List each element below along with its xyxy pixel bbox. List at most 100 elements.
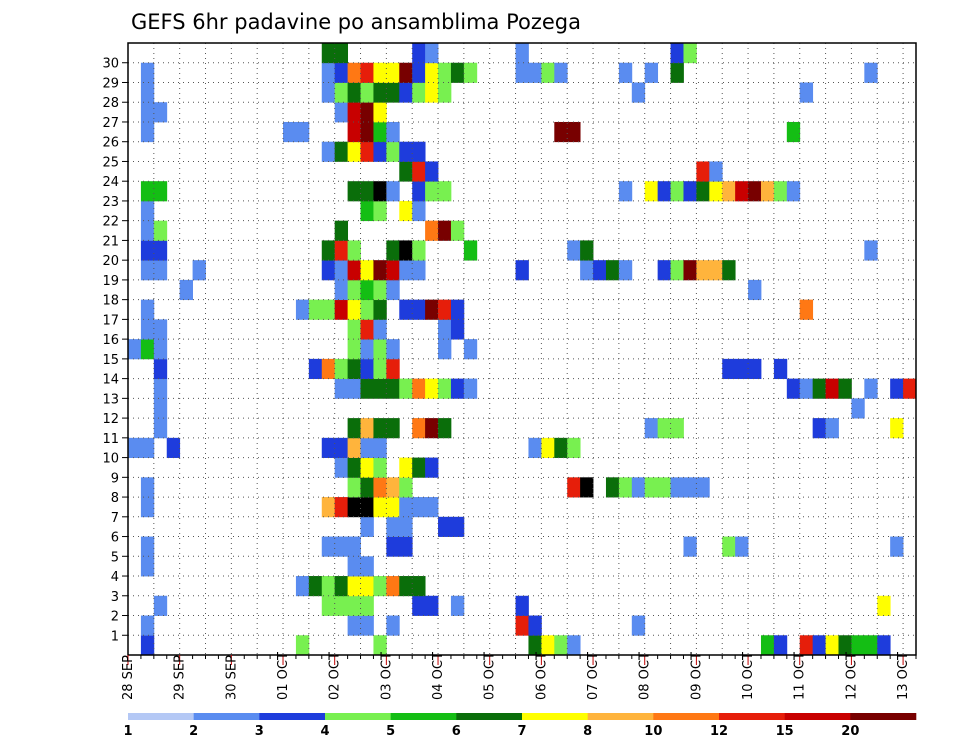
y-tick-label: 25 bbox=[102, 155, 119, 170]
heatmap-cell bbox=[709, 181, 723, 202]
heatmap-cell bbox=[683, 477, 697, 498]
heatmap-cell bbox=[425, 299, 439, 320]
colorbar-segment bbox=[522, 713, 588, 720]
heatmap-cell bbox=[347, 339, 361, 360]
heatmap-cell bbox=[877, 635, 891, 656]
heatmap-cell bbox=[360, 181, 374, 202]
y-tick-label: 19 bbox=[102, 274, 119, 289]
x-tick-label: 28 SEP bbox=[121, 655, 136, 700]
heatmap-cell bbox=[153, 398, 168, 419]
y-tick-label: 4 bbox=[111, 570, 119, 585]
heatmap-cell bbox=[670, 418, 684, 439]
heatmap-cell bbox=[722, 536, 736, 557]
x-tick-label: 04 OCT bbox=[431, 652, 446, 700]
heatmap-cell bbox=[373, 457, 387, 478]
heatmap-cell bbox=[140, 319, 155, 340]
colorbar-segment bbox=[325, 713, 391, 720]
heatmap-cell bbox=[399, 82, 413, 103]
heatmap-cell bbox=[334, 62, 349, 83]
colorbar-label: 12 bbox=[710, 724, 728, 739]
heatmap-cell bbox=[283, 121, 297, 143]
heatmap-cell bbox=[412, 82, 426, 103]
heatmap-cell bbox=[308, 299, 323, 320]
heatmap-cell bbox=[696, 477, 710, 498]
x-tick-label: 11 OCT bbox=[793, 652, 808, 700]
heatmap-cell bbox=[373, 576, 387, 597]
heatmap-cell bbox=[528, 62, 542, 83]
colorbar-segment bbox=[193, 713, 260, 720]
heatmap-cell bbox=[412, 200, 426, 222]
heatmap-cell bbox=[347, 418, 361, 439]
heatmap-cell bbox=[412, 62, 426, 83]
heatmap-cell bbox=[295, 299, 310, 320]
heatmap-cell bbox=[153, 378, 168, 399]
heatmap-cell bbox=[554, 437, 568, 458]
heatmap-cell bbox=[554, 121, 568, 143]
x-tick-label: 07 OCT bbox=[586, 652, 601, 700]
heatmap-cell bbox=[450, 319, 465, 340]
heatmap-cell bbox=[864, 62, 878, 83]
x-tick-label: 08 OCT bbox=[638, 652, 653, 700]
colorbar-segment bbox=[587, 713, 654, 720]
heatmap-cell bbox=[321, 141, 336, 162]
heatmap-cell bbox=[735, 181, 749, 202]
heatmap-cell bbox=[735, 358, 749, 380]
x-tick-label: 12 OCT bbox=[844, 652, 859, 700]
heatmap-cell bbox=[864, 635, 878, 656]
heatmap-cell bbox=[683, 181, 697, 202]
y-tick-label: 12 bbox=[102, 412, 119, 427]
y-tick-label: 17 bbox=[102, 313, 119, 328]
colorbar-label: 8 bbox=[583, 724, 592, 739]
heatmap-cell bbox=[373, 437, 387, 458]
heatmap-cell bbox=[463, 339, 478, 360]
heatmap-cell bbox=[618, 62, 633, 83]
heatmap-cell bbox=[360, 121, 374, 143]
heatmap-cell bbox=[412, 240, 426, 261]
colorbar-label: 5 bbox=[386, 724, 395, 739]
heatmap-cell bbox=[580, 477, 594, 498]
heatmap-cell bbox=[541, 437, 555, 458]
heatmap-cell bbox=[140, 82, 155, 103]
heatmap-cell bbox=[373, 378, 387, 399]
x-tick-label: 30 SEP bbox=[224, 655, 239, 700]
heatmap-cell bbox=[773, 358, 788, 380]
colorbar-label: 7 bbox=[517, 724, 526, 739]
x-axis-ticks: 28 SEP 29 SEP 30 SEP 01 OCT 02 OCT 03 OCT 04 O… bbox=[121, 652, 917, 700]
heatmap-cell bbox=[334, 260, 349, 281]
heatmap-cell bbox=[450, 595, 465, 616]
heatmap-cell bbox=[450, 378, 465, 399]
heatmap-cell bbox=[140, 477, 155, 498]
heatmap-cell bbox=[425, 161, 439, 182]
heatmap-cell bbox=[631, 82, 646, 103]
y-tick-label: 1 bbox=[111, 629, 119, 644]
heatmap-cell bbox=[399, 497, 413, 518]
heatmap-cell bbox=[373, 82, 387, 103]
heatmap-cell bbox=[683, 43, 697, 64]
heatmap-cell bbox=[799, 635, 814, 656]
heatmap-cell bbox=[128, 437, 142, 458]
heatmap-cell bbox=[722, 181, 736, 202]
heatmap-cell bbox=[399, 576, 413, 597]
y-tick-label: 14 bbox=[102, 373, 119, 388]
heatmap-cell bbox=[140, 240, 155, 261]
colorbar-segment bbox=[784, 713, 851, 720]
colorbar-segment bbox=[456, 713, 523, 720]
heatmap-cell bbox=[334, 240, 349, 261]
y-tick-label: 30 bbox=[102, 57, 119, 72]
heatmap-cell bbox=[140, 339, 155, 360]
x-tick-label: 13 OCT bbox=[896, 652, 911, 700]
heatmap-cell bbox=[670, 62, 684, 83]
y-tick-label: 26 bbox=[102, 136, 119, 151]
heatmap-cell bbox=[877, 595, 891, 616]
heatmap-cell bbox=[541, 62, 555, 83]
heatmap-cell bbox=[373, 497, 387, 518]
heatmap-cell bbox=[722, 260, 736, 281]
heatmap-cell bbox=[321, 82, 336, 103]
heatmap-cell bbox=[412, 161, 426, 182]
heatmap-cell bbox=[295, 121, 310, 143]
heatmap-cell bbox=[799, 378, 814, 399]
x-tick-label: 01 OCT bbox=[276, 652, 291, 700]
colorbar-label: 15 bbox=[776, 724, 794, 739]
heatmap-cell bbox=[903, 378, 917, 399]
heatmap-cell bbox=[450, 299, 465, 320]
